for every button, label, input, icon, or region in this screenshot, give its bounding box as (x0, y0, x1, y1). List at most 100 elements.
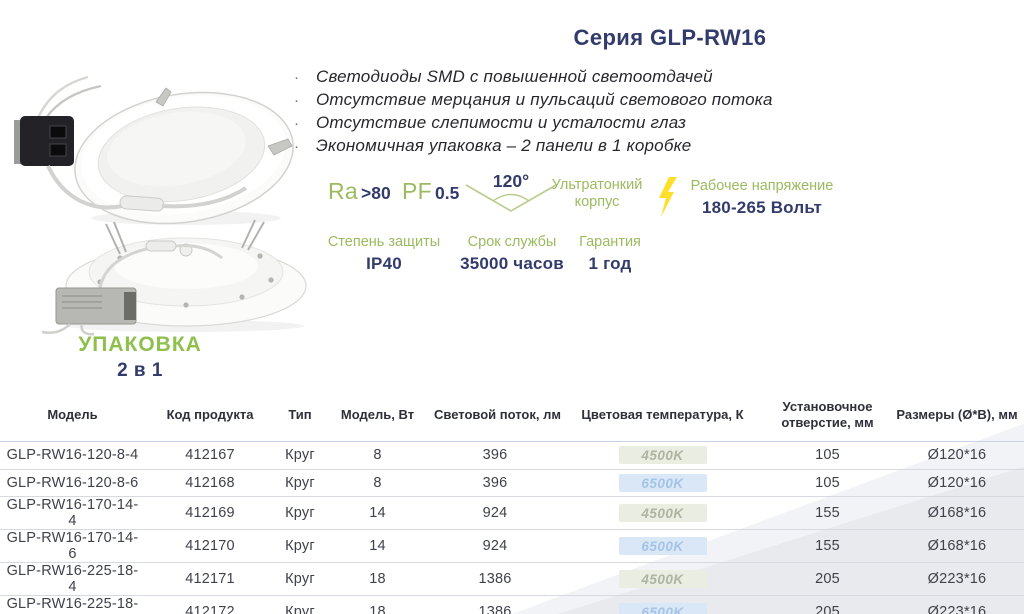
header-temp: Цветовая температура, К (560, 389, 765, 442)
spec-warranty: Гарантия 1 год (574, 234, 646, 274)
ra-label: Ra (328, 178, 359, 204)
cell-code: 412168 (145, 469, 275, 497)
cell-type: Круг (275, 496, 325, 530)
cell-hole: 155 (765, 529, 890, 563)
cell-type: Круг (275, 441, 325, 470)
cell-lumen: 924 (430, 496, 560, 530)
warranty-label: Гарантия (579, 234, 641, 250)
protection-value: IP40 (366, 254, 402, 273)
product-spec-table: Модель Код продукта Тип Модель, Вт Свето… (0, 389, 1024, 614)
cell-watt: 8 (325, 441, 430, 470)
cell-lumen: 924 (430, 529, 560, 563)
header-model: Модель (0, 389, 145, 442)
bullet-icon: · (294, 69, 300, 86)
cell-hole: 105 (765, 441, 890, 470)
header-hole: Установочное отверстие, мм (765, 389, 890, 442)
product-photo-back (41, 219, 307, 336)
table-row: GLP-RW16-170-14-6 412170 Круг 14 924 650… (0, 529, 1024, 563)
cell-model: GLP-RW16-225-18-6 (0, 595, 145, 614)
body-label: Ультратонкий корпус (551, 177, 643, 210)
pf-value: 0.5 (435, 183, 460, 203)
protection-label: Степень защиты (327, 234, 441, 250)
feature-text: Светодиоды SMD с повышенной светоотдачей (316, 67, 713, 86)
header-size: Размеры (Ø*В), мм (890, 389, 1024, 442)
cell-size: Ø120*16 (890, 441, 1024, 470)
spec-pf: PF 0.5 (402, 178, 459, 205)
cell-lumen: 1386 (430, 562, 560, 596)
table-row: GLP-RW16-120-8-4 412167 Круг 8 396 4500K… (0, 441, 1024, 470)
cell-code: 412170 (145, 529, 275, 563)
table-row: GLP-RW16-170-14-4 412169 Круг 14 924 450… (0, 496, 1024, 530)
pf-label: PF (402, 178, 432, 204)
cell-size: Ø168*16 (890, 496, 1024, 530)
temp-badge: 6500K (618, 603, 707, 614)
cell-type: Круг (275, 595, 325, 614)
header-lumen: Световой поток, лм (430, 389, 561, 442)
bullet-icon: · (294, 92, 300, 109)
cell-watt: 18 (325, 562, 430, 596)
spec-body: Ультратонкий корпус (538, 177, 656, 211)
header-watt: Модель, Вт (325, 389, 430, 442)
cell-model: GLP-RW16-120-8-4 (0, 441, 145, 470)
cell-lumen: 1386 (430, 595, 560, 614)
cell-lumen: 396 (430, 441, 560, 470)
cell-hole: 105 (765, 469, 890, 497)
cell-size: Ø223*16 (890, 595, 1024, 614)
beam-angle-value: 120° (492, 171, 530, 191)
bullet-icon: · (294, 115, 300, 132)
cell-watt: 14 (325, 529, 430, 563)
cell-model: GLP-RW16-170-14-4 (0, 496, 145, 530)
feature-item: · Экономичная упаковка – 2 панели в 1 ко… (294, 135, 894, 158)
table-row: GLP-RW16-120-8-6 412168 Круг 8 396 6500K… (0, 469, 1024, 497)
feature-text: Экономичная упаковка – 2 панели в 1 коро… (316, 136, 692, 155)
temp-badge: 6500K (618, 473, 707, 492)
beam-angle-spec: 120° (464, 168, 558, 220)
cell-type: Круг (275, 469, 325, 497)
cell-hole: 205 (765, 595, 890, 614)
ra-value: >80 (361, 183, 391, 203)
page-title: Серия GLP-RW16 (573, 25, 767, 50)
lightning-icon (659, 177, 677, 217)
packaging-value: 2 в 1 (117, 360, 163, 381)
product-photo-front (14, 75, 294, 225)
cell-size: Ø168*16 (890, 529, 1024, 563)
spec-protection: Степень защиты IP40 (323, 234, 445, 274)
feature-item: · Отсутствие мерцания и пульсаций светов… (294, 89, 894, 112)
packaging-label: УПАКОВКА (78, 333, 202, 356)
lifetime-label: Срок службы (467, 234, 557, 250)
spec-ra: Ra >80 (328, 178, 391, 205)
table-row: GLP-RW16-225-18-6 412172 Круг 18 1386 65… (0, 595, 1024, 614)
cell-size: Ø223*16 (890, 562, 1024, 596)
cell-model: GLP-RW16-170-14-6 (0, 529, 145, 563)
warranty-value: 1 год (588, 254, 632, 273)
feature-list: · Светодиоды SMD с повышенной светоотдач… (294, 66, 894, 158)
header-code: Код продукта (145, 389, 275, 442)
cell-code: 412167 (145, 441, 275, 470)
spec-lifetime: Срок службы 35000 часов (453, 234, 571, 274)
header-type: Тип (275, 389, 325, 442)
cell-hole: 155 (765, 496, 890, 530)
cell-size: Ø120*16 (890, 469, 1024, 497)
packaging-note: УПАКОВКА 2 в 1 (55, 333, 225, 382)
feature-item: · Отсутствие слепимости и усталости глаз (294, 112, 894, 135)
cell-model: GLP-RW16-225-18-4 (0, 562, 145, 596)
cell-hole: 205 (765, 562, 890, 596)
cell-watt: 18 (325, 595, 430, 614)
temp-badge: 4500K (618, 446, 707, 465)
temp-badge: 4500K (618, 504, 707, 522)
cell-lumen: 396 (430, 469, 560, 497)
feature-item: · Светодиоды SMD с повышенной светоотдач… (294, 66, 894, 89)
cell-code: 412171 (145, 562, 275, 596)
feature-text: Отсутствие слепимости и усталости глаз (316, 113, 687, 132)
cell-watt: 8 (325, 469, 430, 497)
temp-badge: 4500K (618, 570, 707, 588)
cell-code: 412172 (145, 595, 275, 614)
table-row: GLP-RW16-225-18-4 412171 Круг 18 1386 45… (0, 562, 1024, 596)
feature-text: Отсутствие мерцания и пульсаций световог… (316, 90, 773, 109)
spec-voltage: Рабочее напряжение 180-265 Вольт (678, 178, 846, 218)
voltage-value: 180-265 Вольт (701, 198, 823, 217)
voltage-label: Рабочее напряжение (690, 178, 834, 194)
table-header-row: Модель Код продукта Тип Модель, Вт Свето… (0, 389, 1024, 442)
cell-watt: 14 (325, 496, 430, 530)
